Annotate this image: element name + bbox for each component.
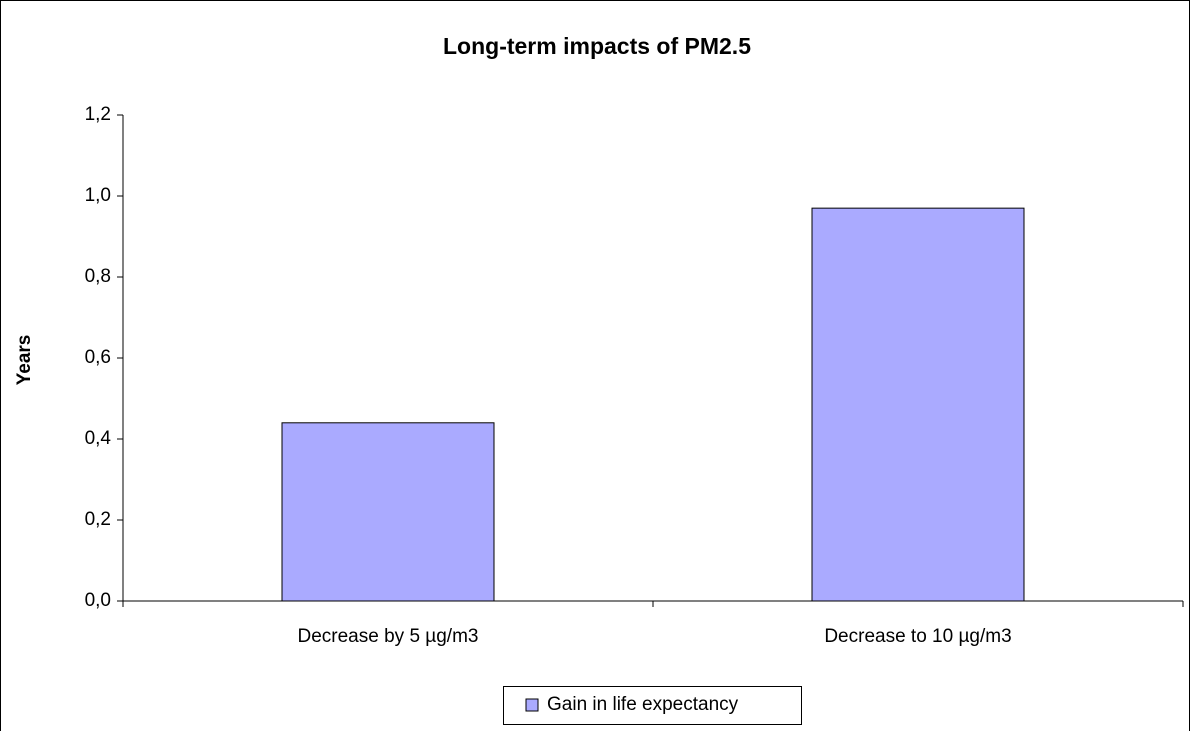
- y-tick-label: 1,0: [85, 185, 111, 206]
- bar: [281, 422, 495, 602]
- legend-box: [503, 686, 802, 725]
- bar: [811, 207, 1025, 602]
- legend-swatch: [525, 698, 539, 712]
- y-tick-label: 0,0: [85, 590, 111, 611]
- y-axis-label: Years: [14, 335, 35, 386]
- y-tick-label: 0,4: [85, 428, 112, 449]
- x-tick-label: Decrease by 5 µg/m3: [298, 626, 479, 647]
- y-tick-label: 0,6: [85, 347, 111, 368]
- y-tick-label: 0,8: [85, 266, 111, 287]
- y-tick-label: 1,2: [85, 104, 111, 125]
- legend-label: Gain in life expectancy: [547, 694, 739, 715]
- chart-title: Long-term impacts of PM2.5: [443, 33, 751, 59]
- x-tick-label: Decrease to 10 µg/m3: [824, 626, 1011, 647]
- y-tick-label: 0,2: [85, 509, 111, 530]
